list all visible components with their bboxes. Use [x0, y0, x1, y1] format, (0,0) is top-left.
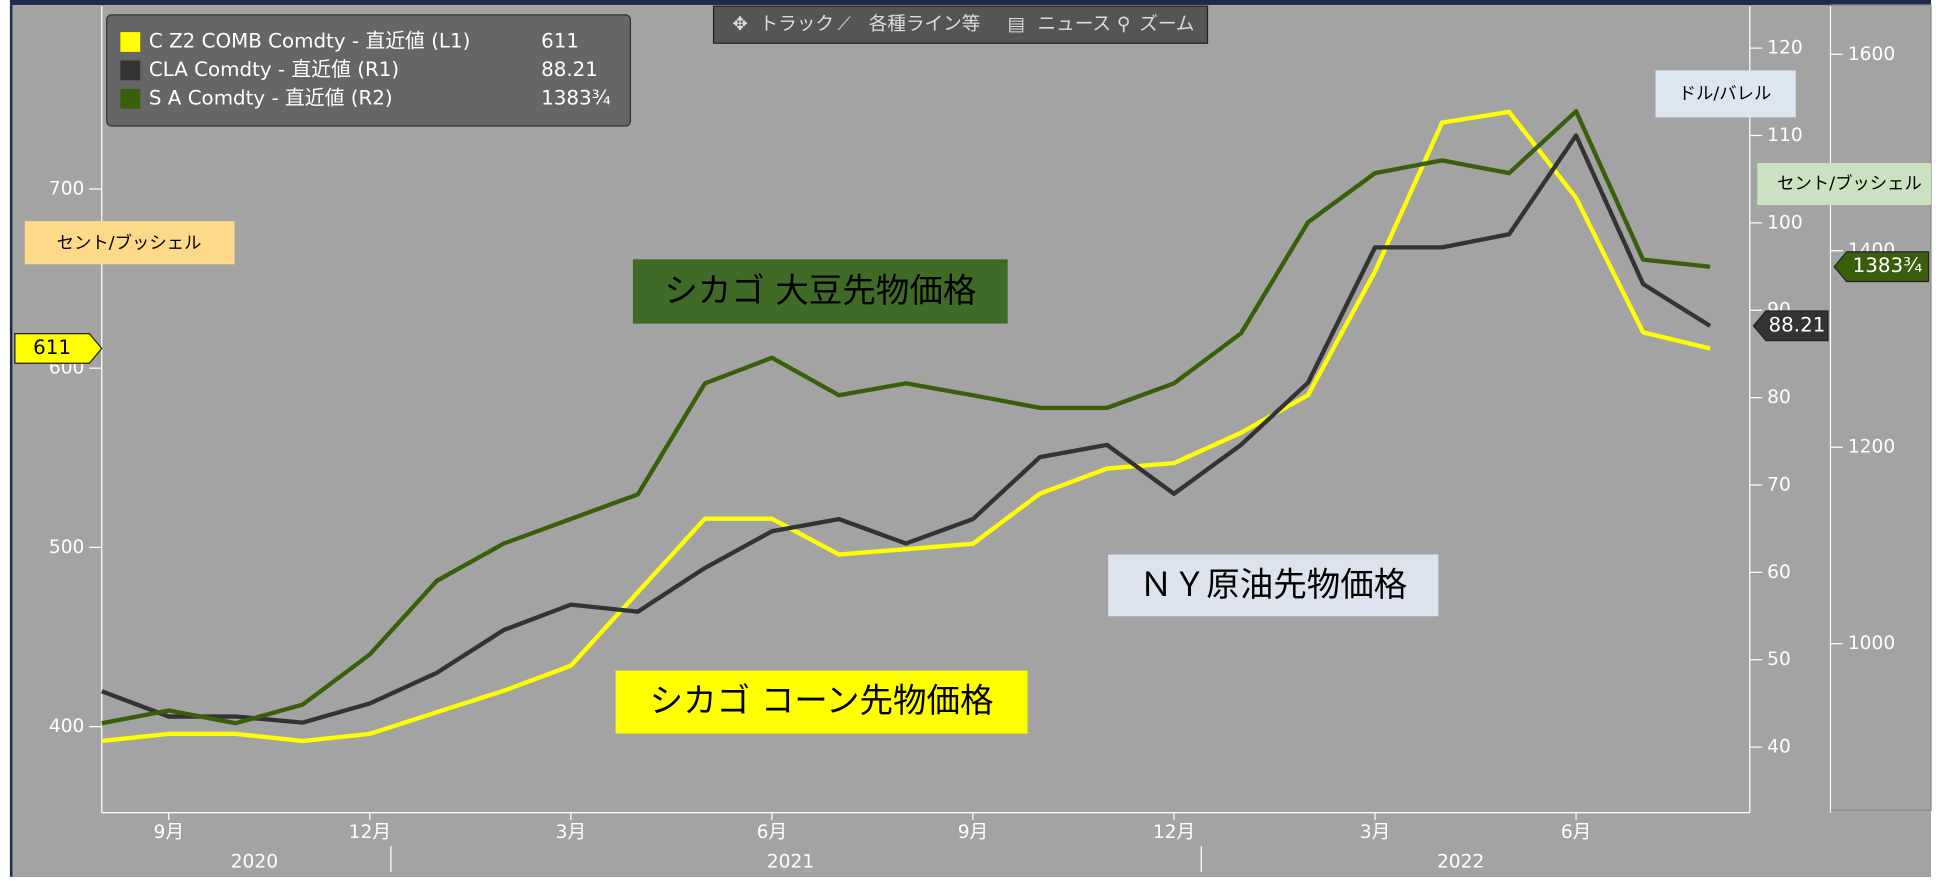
- toolbar-button[interactable]: ニュース: [1037, 14, 1111, 35]
- y-tick-label: 400: [49, 716, 85, 737]
- legend-label: S A Comdty - 直近値 (R2): [149, 86, 393, 109]
- unit-label: ドル/バレル: [1679, 84, 1772, 104]
- y2-tick-label: 60: [1767, 562, 1791, 583]
- x-tick-label: 6月: [1561, 822, 1591, 843]
- x-tick-label: 9月: [958, 822, 988, 843]
- legend-value: 88.21: [541, 58, 598, 81]
- toolbar-bg: [712, 5, 1209, 44]
- y2-tick-label: 100: [1767, 212, 1803, 233]
- toolbar-icon: ✥: [732, 14, 748, 35]
- last-value-tag: [1833, 251, 1930, 283]
- y2-tick-label: 50: [1767, 649, 1791, 670]
- toolbar-icon: ⟋: [838, 14, 852, 35]
- legend-bg: [106, 14, 632, 127]
- y2-tick-label: 70: [1767, 475, 1791, 496]
- legend-label: CLA Comdty - 直近値 (R1): [149, 58, 399, 81]
- last-value-label: 88.21: [1769, 313, 1826, 336]
- legend-label: C Z2 COMB Comdty - 直近値 (L1): [149, 30, 470, 53]
- y-tick-label: 700: [49, 178, 85, 199]
- last-value-tag: [1752, 310, 1829, 342]
- y2-tick-label: 40: [1767, 737, 1791, 758]
- legend-value: 1383¾: [541, 86, 611, 109]
- annotation: シカゴ 大豆先物価格: [664, 271, 976, 310]
- x-tick-label: 12月: [1153, 822, 1195, 843]
- unit-box: [24, 221, 235, 265]
- legend-swatch: [120, 60, 141, 81]
- legend: C Z2 COMB Comdty - 直近値 (L1) 611 CLA Comdty…: [106, 14, 632, 127]
- x-tick-label: 12月: [349, 822, 391, 843]
- annotation-box: [615, 670, 1028, 734]
- unit-box: [1655, 70, 1796, 118]
- x-tick-label: 3月: [1360, 822, 1390, 843]
- annotation-box: [1108, 554, 1439, 617]
- y3-tick-label: 1600: [1848, 44, 1895, 65]
- year-label: 2020: [231, 852, 278, 873]
- year-label: 2022: [1437, 852, 1484, 873]
- y2-tick-label: 120: [1767, 38, 1803, 59]
- annotation: シカゴ コーン先物価格: [650, 681, 994, 720]
- toolbar: ✥ トラック ⟋ 各種ライン等 ▤ ニュース ⚲ ズーム: [712, 5, 1209, 44]
- unit-box: [1757, 163, 1931, 206]
- y2-tick-label: 80: [1767, 387, 1791, 408]
- last-value-label: 611: [33, 336, 71, 359]
- toolbar-icon: ▤: [1008, 14, 1026, 35]
- x-tick-label: 3月: [556, 822, 586, 843]
- y3-tick-label: 1000: [1848, 633, 1895, 654]
- annotation: ＮＹ原油先物価格: [1139, 565, 1407, 604]
- y2-tick-label: 110: [1767, 125, 1803, 146]
- toolbar-button[interactable]: 各種ライン等: [869, 14, 981, 35]
- x-tick-label: 9月: [154, 822, 184, 843]
- legend-swatch: [120, 32, 141, 52]
- year-label: 2021: [767, 852, 814, 873]
- unit-label: セント/ブッシェル: [57, 232, 202, 253]
- annotation-box: [632, 259, 1008, 324]
- toolbar-icon: ⚲: [1117, 14, 1131, 35]
- series-line: [100, 133, 1712, 725]
- toolbar-button[interactable]: ズーム: [1139, 14, 1194, 35]
- series-line: [101, 109, 1711, 744]
- background: [12, 4, 1931, 877]
- last-value-tag: [14, 333, 103, 364]
- legend-swatch: [120, 88, 141, 109]
- y3-tick-label: 1200: [1848, 437, 1895, 458]
- right-panel: [1829, 4, 1932, 811]
- toolbar-button[interactable]: トラック: [759, 14, 833, 35]
- chart-root: ✥ トラック ⟋ 各種ライン等 ▤ ニュース ⚲ ズーム シカゴ 大豆先物価格 …: [9, 0, 1932, 877]
- y-tick-label: 500: [49, 537, 85, 558]
- x-tick-label: 6月: [757, 822, 787, 843]
- last-value-label: 1383¾: [1853, 254, 1923, 277]
- unit-label: セント/ブッシェル: [1777, 173, 1922, 194]
- legend-value: 611: [541, 30, 579, 53]
- series-line: [101, 109, 1711, 726]
